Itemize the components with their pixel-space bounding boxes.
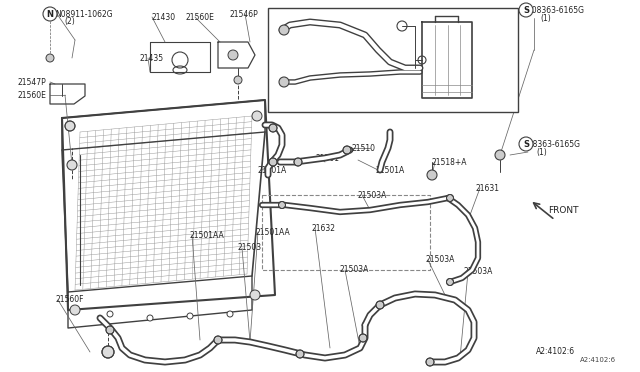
- Circle shape: [296, 350, 304, 358]
- Circle shape: [67, 160, 77, 170]
- Circle shape: [359, 334, 367, 342]
- Circle shape: [343, 146, 351, 154]
- Circle shape: [43, 7, 57, 21]
- Text: (1): (1): [540, 13, 551, 22]
- Circle shape: [426, 358, 434, 366]
- Text: 21503A: 21503A: [425, 256, 454, 264]
- Text: S: S: [523, 6, 529, 15]
- Circle shape: [107, 311, 113, 317]
- Circle shape: [102, 346, 114, 358]
- Text: 21516: 21516: [440, 10, 464, 19]
- Text: FRONT: FRONT: [548, 205, 579, 215]
- Circle shape: [234, 76, 242, 84]
- Circle shape: [279, 77, 289, 87]
- Text: (1): (1): [536, 148, 547, 157]
- Text: 21435: 21435: [140, 54, 164, 62]
- Text: (2): (2): [64, 16, 75, 26]
- Circle shape: [70, 305, 80, 315]
- Circle shape: [294, 158, 302, 166]
- Text: N08911-1062G: N08911-1062G: [55, 10, 113, 19]
- Text: S08363-6165G: S08363-6165G: [528, 6, 585, 15]
- Circle shape: [427, 170, 437, 180]
- Bar: [268, 8, 518, 112]
- Text: 21501: 21501: [315, 154, 339, 163]
- Circle shape: [495, 150, 505, 160]
- Text: 21518+A: 21518+A: [432, 157, 467, 167]
- Text: S08363-6165G: S08363-6165G: [524, 140, 581, 148]
- Circle shape: [278, 202, 285, 208]
- Circle shape: [519, 137, 533, 151]
- Text: 21501A: 21501A: [258, 166, 287, 174]
- Text: 21515: 21515: [317, 10, 341, 19]
- Circle shape: [228, 50, 238, 60]
- Text: 21631: 21631: [476, 183, 500, 192]
- Circle shape: [447, 279, 454, 285]
- Text: 21503: 21503: [238, 244, 262, 253]
- Circle shape: [250, 290, 260, 300]
- Text: 21632: 21632: [312, 224, 336, 232]
- Circle shape: [214, 336, 222, 344]
- Circle shape: [519, 3, 533, 17]
- Circle shape: [279, 25, 289, 35]
- Text: A2:4102:6: A2:4102:6: [580, 357, 616, 363]
- Text: 21503A: 21503A: [464, 267, 493, 276]
- Circle shape: [106, 326, 114, 334]
- Text: 21501E: 21501E: [388, 71, 417, 80]
- Text: 21518+B: 21518+B: [448, 64, 483, 73]
- Text: 21546P: 21546P: [230, 10, 259, 19]
- Text: 21503A: 21503A: [340, 266, 369, 275]
- Circle shape: [227, 311, 233, 317]
- Text: 21560E: 21560E: [185, 13, 214, 22]
- Text: 21501AA: 21501AA: [190, 231, 225, 240]
- Circle shape: [447, 195, 454, 202]
- Text: 21510: 21510: [352, 144, 376, 153]
- Circle shape: [187, 313, 193, 319]
- Circle shape: [269, 124, 277, 132]
- Text: 21501AA: 21501AA: [255, 228, 290, 237]
- Text: N: N: [47, 10, 54, 19]
- Circle shape: [147, 315, 153, 321]
- Text: 21501E: 21501E: [270, 71, 299, 80]
- Text: S: S: [523, 140, 529, 148]
- Circle shape: [46, 54, 54, 62]
- Circle shape: [65, 121, 75, 131]
- Text: 21501A: 21501A: [375, 166, 404, 174]
- Text: 21547P: 21547P: [18, 77, 47, 87]
- Circle shape: [376, 301, 384, 309]
- Text: 21430: 21430: [152, 13, 176, 22]
- Text: A2:4102:6: A2:4102:6: [536, 347, 575, 356]
- Text: 21560E: 21560E: [18, 90, 47, 99]
- Circle shape: [269, 158, 277, 166]
- Circle shape: [252, 111, 262, 121]
- Text: 21503A: 21503A: [358, 190, 387, 199]
- Text: 21560F: 21560F: [55, 295, 83, 305]
